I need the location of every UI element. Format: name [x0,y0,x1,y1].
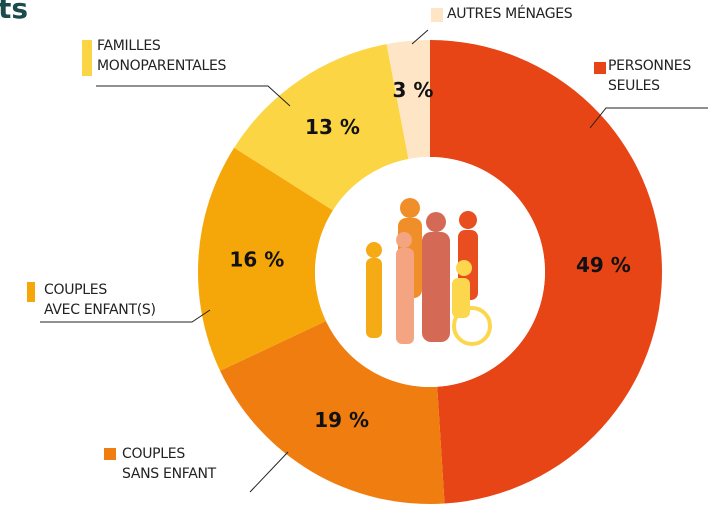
legend-label: COUPLES AVEC ENFANT(S) [44,280,156,320]
legend-swatch [104,448,116,460]
legend-label: FAMILLES MONOPARENTALES [97,36,226,76]
legend-label: PERSONNES SEULES [608,56,691,96]
chart-title: ts [0,0,28,25]
value-label: 16 % [229,248,284,272]
value-label: 13 % [305,115,360,139]
legend-label: AUTRES MÉNAGES [447,4,572,24]
value-label: 19 % [314,408,369,432]
leader-line [96,86,290,106]
value-label: 3 % [392,78,433,102]
legend-swatch [82,40,92,76]
legend-label: COUPLES SANS ENFANT [122,444,216,484]
legend-swatch [594,62,606,74]
legend-swatch [431,8,443,22]
value-label: 49 % [576,253,631,277]
legend-swatch [27,282,35,302]
leader-line [250,452,288,492]
page: 49 % 19 % 16 % 13 % 3 % ts PERSONNES SEULES C… [0,0,724,506]
